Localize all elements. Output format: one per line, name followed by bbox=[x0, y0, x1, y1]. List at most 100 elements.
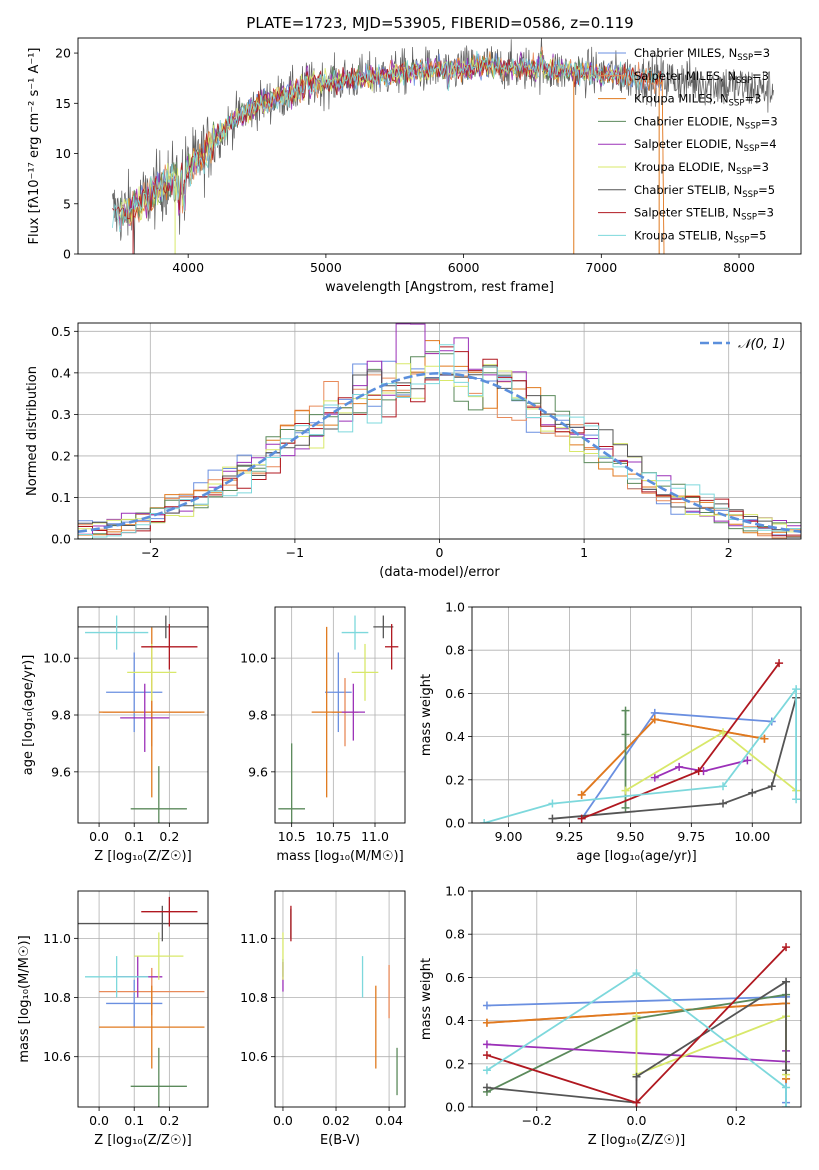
age_vs_mass-point-chabrier-miles bbox=[325, 652, 352, 733]
series-line bbox=[483, 686, 797, 823]
age_vs_mass-ytick-label: 10.0 bbox=[240, 651, 268, 666]
series-marker bbox=[482, 1018, 491, 1027]
series-marker bbox=[792, 685, 801, 694]
spectrum-panel: 4000 5000 6000 7000 8000 0 5 10 15 20 wavelength [… bbox=[27, 37, 802, 295]
weight_vs_age-series-chabrier-stelib bbox=[548, 693, 801, 823]
series-marker bbox=[782, 1103, 791, 1107]
series-marker bbox=[632, 1012, 641, 1021]
residuals-xtick-label: −1 bbox=[286, 545, 304, 560]
age_vs_mass-xlabel: mass [log₁₀(M/M☉)] bbox=[276, 849, 403, 864]
mass_vs_Z-ytick-label: 10.6 bbox=[43, 1049, 71, 1064]
legend-label: Salpeter MILES, NSSP=3 bbox=[634, 69, 769, 86]
spectrum-xtick-label: 4000 bbox=[172, 260, 204, 275]
age_vs_mass-plot-area bbox=[278, 615, 399, 823]
legend-label: Salpeter ELODIE, NSSP=4 bbox=[634, 137, 777, 154]
weight_vs_age-plot-area bbox=[480, 659, 801, 823]
age_vs_Z-ytick-label: 10.0 bbox=[43, 651, 71, 666]
age_vs_Z-point-chabrier-elodie bbox=[130, 766, 187, 823]
weight_vs_age-frame bbox=[471, 606, 802, 824]
series-marker bbox=[621, 803, 630, 812]
weight_vs_age-xtick-label: 9.50 bbox=[616, 829, 644, 844]
weight_vs_Z-series-salpeter-stelib bbox=[482, 943, 791, 1107]
weight_vs_Z-ytick-label: 0.8 bbox=[445, 927, 465, 942]
weight_vs_age-xtick-label: 9.75 bbox=[677, 829, 705, 844]
weight_vs_Z-ytick-label: 0.2 bbox=[445, 1056, 465, 1071]
legend-label-value: =5 bbox=[758, 183, 775, 197]
legend-label-text: Salpeter MILES, N bbox=[634, 69, 736, 83]
age_vs_mass-point-kroupa-miles bbox=[311, 626, 342, 798]
series-marker bbox=[480, 819, 489, 823]
mass_vs_Z-xlabel: Z [log₁₀(Z/Z☉)] bbox=[94, 1133, 191, 1148]
age_vs_Z-plot-area bbox=[78, 615, 208, 823]
residuals-ytick-label: 0.0 bbox=[51, 532, 71, 547]
weight_vs_Z-ytick-label: 0.4 bbox=[445, 1013, 465, 1028]
weight_vs_Z-xlabel: Z [log₁₀(Z/Z☉)] bbox=[588, 1133, 685, 1148]
age_vs_mass-point-kroupa-elodie bbox=[351, 643, 379, 701]
weight_vs_age-series-kroupa-miles bbox=[577, 715, 769, 799]
spectrum-xlabel: wavelength [Angstrom, rest frame] bbox=[325, 280, 554, 295]
legend-label-sub: SSP bbox=[745, 121, 761, 131]
residuals-xtick-label: 2 bbox=[725, 545, 733, 560]
weight_vs_age-xtick-label: 10.00 bbox=[734, 829, 770, 844]
age_vs_Z-point-chabrier-stelib bbox=[78, 615, 208, 639]
weight_vs_age-ytick-label: 1.0 bbox=[445, 600, 465, 615]
mass_vs_ebv-xlabel: E(B-V) bbox=[320, 1133, 360, 1148]
weight_vs_Z-xtick-label: 0.2 bbox=[726, 1113, 746, 1128]
mass_vs_ebv-panel: 0.0 0.02 0.04 10.6 10.8 11.0 E(B-V) bbox=[240, 890, 406, 1148]
age_vs_Z-ylabel: age [log₁₀(age/yr)] bbox=[21, 655, 36, 776]
spectrum-ytick-label: 20 bbox=[55, 46, 71, 61]
weight_vs_age-ytick-label: 0.2 bbox=[445, 772, 465, 787]
legend-label-text: Chabrier MILES, N bbox=[634, 46, 737, 60]
residuals-xtick-label: 1 bbox=[580, 545, 588, 560]
weight_vs_Z-series-kroupa-elodie bbox=[632, 1012, 791, 1079]
weight_vs_Z-xtick-label: −0.2 bbox=[522, 1113, 552, 1128]
weight_vs_Z-ytick-label: 0.6 bbox=[445, 970, 465, 985]
residuals-xlabel: (data-model)/error bbox=[379, 565, 500, 580]
mass_vs_ebv-ytick-label: 11.0 bbox=[240, 931, 268, 946]
series-marker bbox=[782, 1066, 791, 1075]
mass_vs_Z-point-kroupa-elodie bbox=[134, 932, 184, 980]
series-marker bbox=[782, 977, 791, 986]
series-marker bbox=[621, 786, 630, 795]
weight_vs_age-xtick-label: 9.00 bbox=[495, 829, 523, 844]
mass_vs_Z-frame bbox=[77, 890, 209, 1108]
mass_vs_ebv-grid bbox=[275, 891, 405, 1107]
legend-label-text: Kroupa MILES, N bbox=[634, 92, 729, 106]
series-line bbox=[581, 662, 780, 820]
age_vs_Z-point-salpeter-elodie bbox=[120, 683, 170, 752]
age_vs_Z-point-kroupa-elodie bbox=[127, 643, 177, 701]
weight_vs_Z-plot-area bbox=[482, 943, 791, 1107]
weight_vs_age-series-salpeter-stelib bbox=[577, 659, 784, 823]
weight_vs_Z-ylabel: mass weight bbox=[419, 958, 434, 1040]
weight_vs_Z-ytick-label: 1.0 bbox=[445, 884, 465, 899]
series-marker bbox=[482, 1001, 491, 1010]
series-marker bbox=[632, 1072, 641, 1081]
legend-label-text: Chabrier STELIB, N bbox=[634, 183, 742, 197]
age_vs_Z-xlabel: Z [log₁₀(Z/Z☉)] bbox=[94, 849, 191, 864]
weight_vs_age-ytick-label: 0.4 bbox=[445, 729, 465, 744]
series-marker bbox=[482, 1083, 491, 1092]
spectrum-ytick-label: 15 bbox=[55, 96, 71, 111]
residuals-plot-area bbox=[78, 323, 801, 539]
mass_vs_Z-point-kroupa-miles bbox=[99, 985, 205, 1069]
residuals-ylabel: Normed distribution bbox=[25, 366, 40, 496]
age_vs_Z-point-salpeter-stelib bbox=[141, 624, 198, 670]
series-line bbox=[581, 718, 765, 796]
mass_vs_Z-ytick-label: 10.8 bbox=[43, 990, 71, 1005]
residuals-ytick-label: 0.2 bbox=[51, 448, 71, 463]
series-marker bbox=[482, 1040, 491, 1049]
mass_vs_Z-xtick-label: 0.0 bbox=[89, 1113, 109, 1128]
series-marker bbox=[548, 814, 557, 823]
series-marker bbox=[719, 728, 728, 737]
legend-label-sub: SSP bbox=[734, 235, 750, 245]
legend-label: Salpeter STELIB, NSSP=3 bbox=[634, 206, 774, 223]
mass_vs_ebv-ytick-label: 10.8 bbox=[240, 990, 268, 1005]
legend-label-sub: SSP bbox=[744, 144, 760, 154]
hist-kroupa-stelib-step bbox=[78, 344, 801, 538]
legend-label-sub: SSP bbox=[742, 190, 758, 200]
residuals-xtick-label: −2 bbox=[141, 545, 159, 560]
age_vs_Z-point-kroupa-stelib bbox=[85, 615, 149, 650]
series-marker bbox=[650, 773, 659, 782]
spectrum-xtick-label: 8000 bbox=[723, 260, 755, 275]
